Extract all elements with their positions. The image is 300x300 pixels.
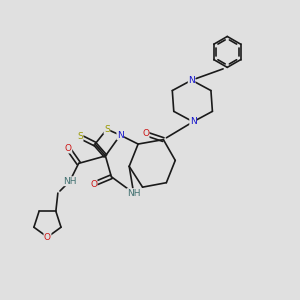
- Text: O: O: [65, 144, 72, 153]
- Text: S: S: [77, 132, 83, 141]
- Text: NH: NH: [127, 189, 140, 198]
- Text: N: N: [117, 130, 124, 140]
- Text: O: O: [44, 232, 51, 242]
- Text: NH: NH: [63, 177, 76, 186]
- Text: S: S: [104, 125, 110, 134]
- Text: O: O: [90, 180, 97, 189]
- Text: O: O: [142, 129, 149, 138]
- Text: N: N: [188, 76, 195, 85]
- Text: N: N: [190, 117, 196, 126]
